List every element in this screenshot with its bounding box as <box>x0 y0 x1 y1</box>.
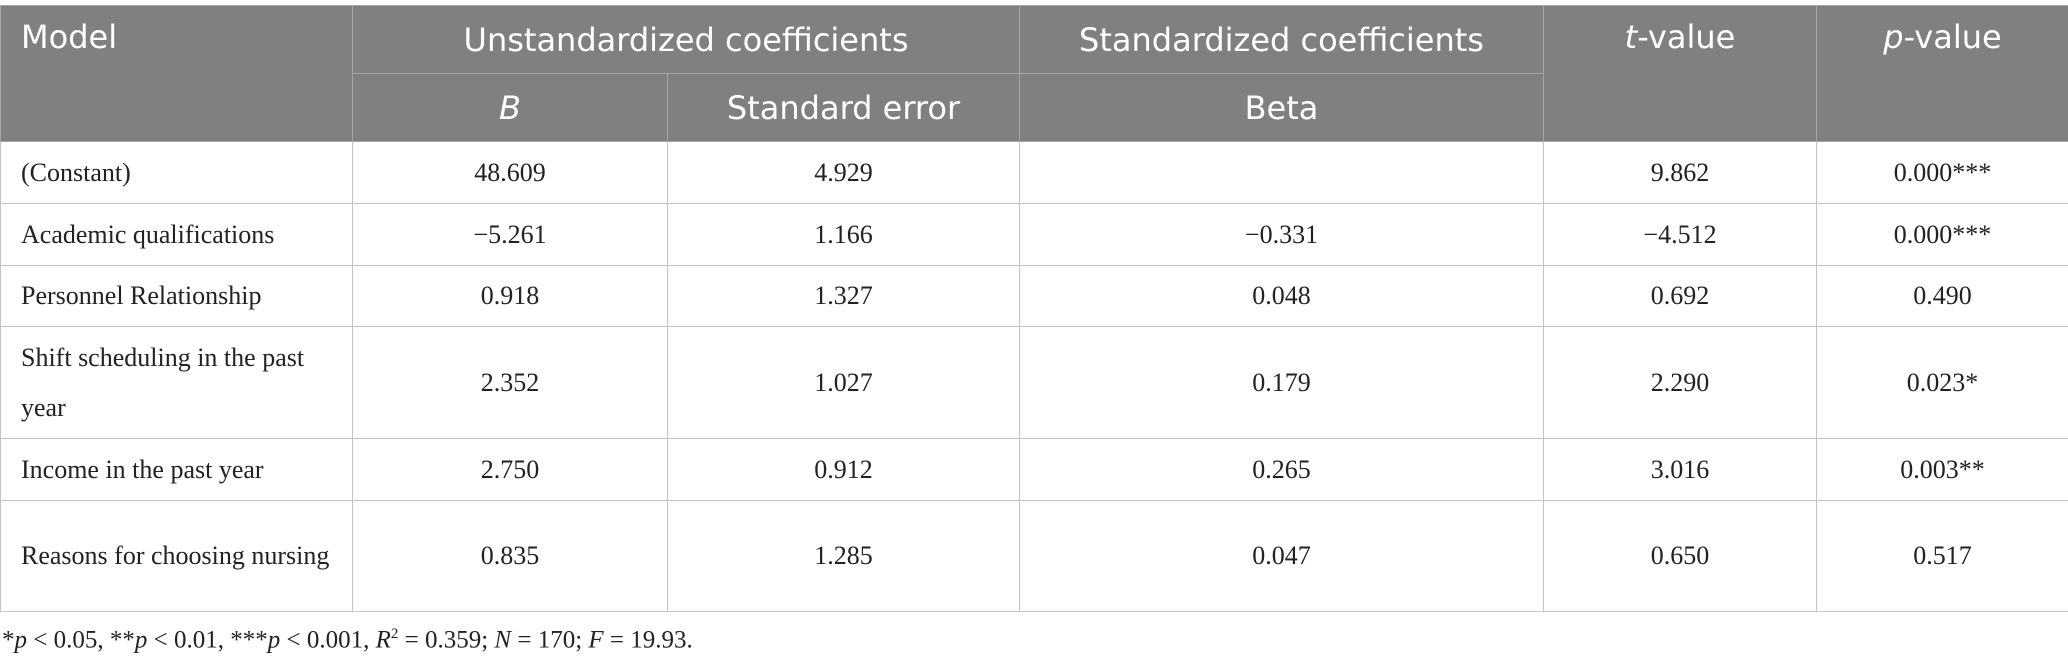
table-cell <box>1019 141 1544 204</box>
table-cell: 1.327 <box>667 265 1020 327</box>
table-cell: 0.179 <box>1019 326 1544 439</box>
footnote-text: R <box>375 626 391 654</box>
table-cell: 0.650 <box>1543 500 1817 612</box>
table-cell: −0.331 <box>1019 203 1544 266</box>
header-text: p <box>1883 18 1904 56</box>
header-text: -value <box>1903 18 2002 56</box>
footnote-text: N <box>494 626 512 654</box>
header-cell: Standard error <box>667 73 1020 142</box>
table-cell: 0.490 <box>1816 265 2068 327</box>
footnote-text: F <box>588 626 604 654</box>
table-body: (Constant) 48.609 4.929 9.862 0.000*** Academ… <box>0 141 2068 612</box>
header-text: -value <box>1637 18 1736 56</box>
table-cell: 2.352 <box>352 326 668 439</box>
table-cell: 9.862 <box>1543 141 1817 204</box>
table-row: Income in the past year 2.750 0.912 0.265 3.… <box>0 438 2068 501</box>
table-cell: 0.003** <box>1816 438 2068 501</box>
header-text: B <box>499 88 521 127</box>
header-cell: B <box>352 73 668 142</box>
footnote-text: < 0.001, <box>280 626 376 654</box>
table-cell: 1.027 <box>667 326 1020 439</box>
header-cell: t-value <box>1543 5 1817 142</box>
footnote-text: p <box>14 626 28 654</box>
footnote-text: < 0.01, *** <box>147 626 268 654</box>
row-label: (Constant) <box>0 141 353 204</box>
row-label: Reasons for choosing nursing <box>0 500 353 612</box>
table-cell: 2.290 <box>1543 326 1817 439</box>
header-row: Model Unstandardized coefficients Standa… <box>0 5 2068 142</box>
table-cell: 0.048 <box>1019 265 1544 327</box>
footnote-text: 2 <box>390 626 399 642</box>
table-cell: 0.000*** <box>1816 203 2068 266</box>
table-cell: 1.285 <box>667 500 1020 612</box>
table-cell: 0.912 <box>667 438 1020 501</box>
table-cell: 0.918 <box>352 265 668 327</box>
table-cell: 1.166 <box>667 203 1020 266</box>
row-label: Academic qualifications <box>0 203 353 266</box>
header-cell: Model <box>0 5 353 142</box>
table-cell: 4.929 <box>667 141 1020 204</box>
table-cell: −5.261 <box>352 203 668 266</box>
footnote-text: * <box>2 626 15 654</box>
table-row: Shift scheduling in the past year 2.352 1.… <box>0 326 2068 439</box>
header-text: t <box>1624 18 1638 56</box>
table-row: Academic qualifications −5.261 1.166 −0.331… <box>0 203 2068 266</box>
footnote: *p < 0.05, **p < 0.01, ***p < 0.001, R2 … <box>2 626 693 654</box>
header-cell: Standardized coefficients <box>1019 5 1544 74</box>
table-cell: 0.265 <box>1019 438 1544 501</box>
table-cell: 2.750 <box>352 438 668 501</box>
footnote-text: = 0.359; <box>398 626 495 654</box>
footnote-text: < 0.05, ** <box>27 626 135 654</box>
table-cell: −4.512 <box>1543 203 1817 266</box>
table-cell: 3.016 <box>1543 438 1817 501</box>
regression-table: Model Unstandardized coefficients Standa… <box>0 5 2068 612</box>
header-cell: p-value <box>1816 5 2068 142</box>
footnote-text: p <box>134 626 148 654</box>
table-header: Model Unstandardized coefficients Standa… <box>0 5 2068 142</box>
header-cell: Beta <box>1019 73 1544 142</box>
table-cell: 0.000*** <box>1816 141 2068 204</box>
table-row: Personnel Relationship 0.918 1.327 0.048 0.6… <box>0 265 2068 327</box>
table-cell: 0.835 <box>352 500 668 612</box>
table-cell: 0.692 <box>1543 265 1817 327</box>
footnote-text: p <box>267 626 281 654</box>
table-cell: 0.517 <box>1816 500 2068 612</box>
row-label: Income in the past year <box>0 438 353 501</box>
row-label: Shift scheduling in the past year <box>0 326 353 439</box>
footnote-text: = 170; <box>511 626 589 654</box>
row-label: Personnel Relationship <box>0 265 353 327</box>
table-row: Reasons for choosing nursing 0.835 1.285 0.… <box>0 500 2068 612</box>
table-cell: 48.609 <box>352 141 668 204</box>
header-cell: Unstandardized coefficients <box>352 5 1020 74</box>
footnote-text: = 19.93. <box>603 626 693 654</box>
table-cell: 0.047 <box>1019 500 1544 612</box>
table-cell: 0.023* <box>1816 326 2068 439</box>
table-row: (Constant) 48.609 4.929 9.862 0.000*** <box>0 141 2068 204</box>
header-row: B Standard error Beta <box>1 73 2068 142</box>
